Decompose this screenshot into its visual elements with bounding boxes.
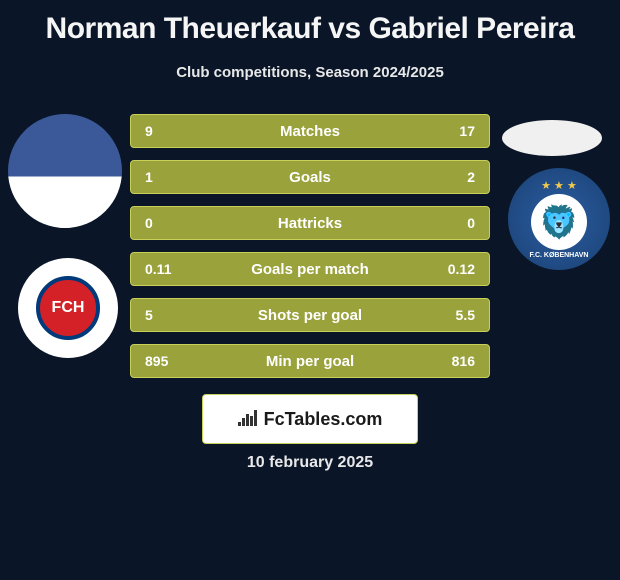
footer-date: 10 february 2025 — [247, 454, 373, 472]
stat-left-value: 0.11 — [145, 261, 205, 277]
club-right-lion-icon — [531, 194, 587, 250]
club-right-badge: ★ ★ ★ F.C. KØBENHAVN — [508, 168, 610, 270]
stat-right-value: 0 — [415, 215, 475, 231]
page-title: Norman Theuerkauf vs Gabriel Pereira — [0, 0, 620, 46]
stat-label: Matches — [280, 123, 340, 140]
player-left-avatar — [8, 114, 122, 228]
chart-icon — [238, 408, 258, 431]
stat-left-value: 0 — [145, 215, 205, 231]
stat-right-value: 0.12 — [415, 261, 475, 277]
stat-left-value: 895 — [145, 353, 205, 369]
club-left-badge-inner: FCH — [36, 276, 100, 340]
subtitle: Club competitions, Season 2024/2025 — [0, 64, 620, 81]
stat-right-value: 17 — [415, 123, 475, 139]
stat-right-value: 5.5 — [415, 307, 475, 323]
stat-label: Min per goal — [266, 353, 354, 370]
club-right-stars-icon: ★ ★ ★ — [541, 179, 577, 192]
stat-left-value: 9 — [145, 123, 205, 139]
stat-row-hattricks: 0 Hattricks 0 — [130, 206, 490, 240]
stat-row-spg: 5 Shots per goal 5.5 — [130, 298, 490, 332]
club-left-badge: FCH — [18, 258, 118, 358]
site-name: FcTables.com — [264, 409, 383, 430]
stat-row-matches: 9 Matches 17 — [130, 114, 490, 148]
stat-row-goals: 1 Goals 2 — [130, 160, 490, 194]
stat-left-value: 5 — [145, 307, 205, 323]
stat-label: Goals — [289, 169, 331, 186]
stats-table: 9 Matches 17 1 Goals 2 0 Hattricks 0 0.1… — [130, 114, 490, 390]
stat-label: Shots per goal — [258, 307, 362, 324]
club-right-text: F.C. KØBENHAVN — [530, 252, 589, 259]
stat-row-mpg: 895 Min per goal 816 — [130, 344, 490, 378]
stat-right-value: 2 — [415, 169, 475, 185]
stat-label: Goals per match — [251, 261, 369, 278]
stat-row-gpm: 0.11 Goals per match 0.12 — [130, 252, 490, 286]
stat-label: Hattricks — [278, 215, 342, 232]
site-badge[interactable]: FcTables.com — [202, 394, 418, 444]
stat-left-value: 1 — [145, 169, 205, 185]
stat-right-value: 816 — [415, 353, 475, 369]
player-right-avatar — [502, 120, 602, 156]
